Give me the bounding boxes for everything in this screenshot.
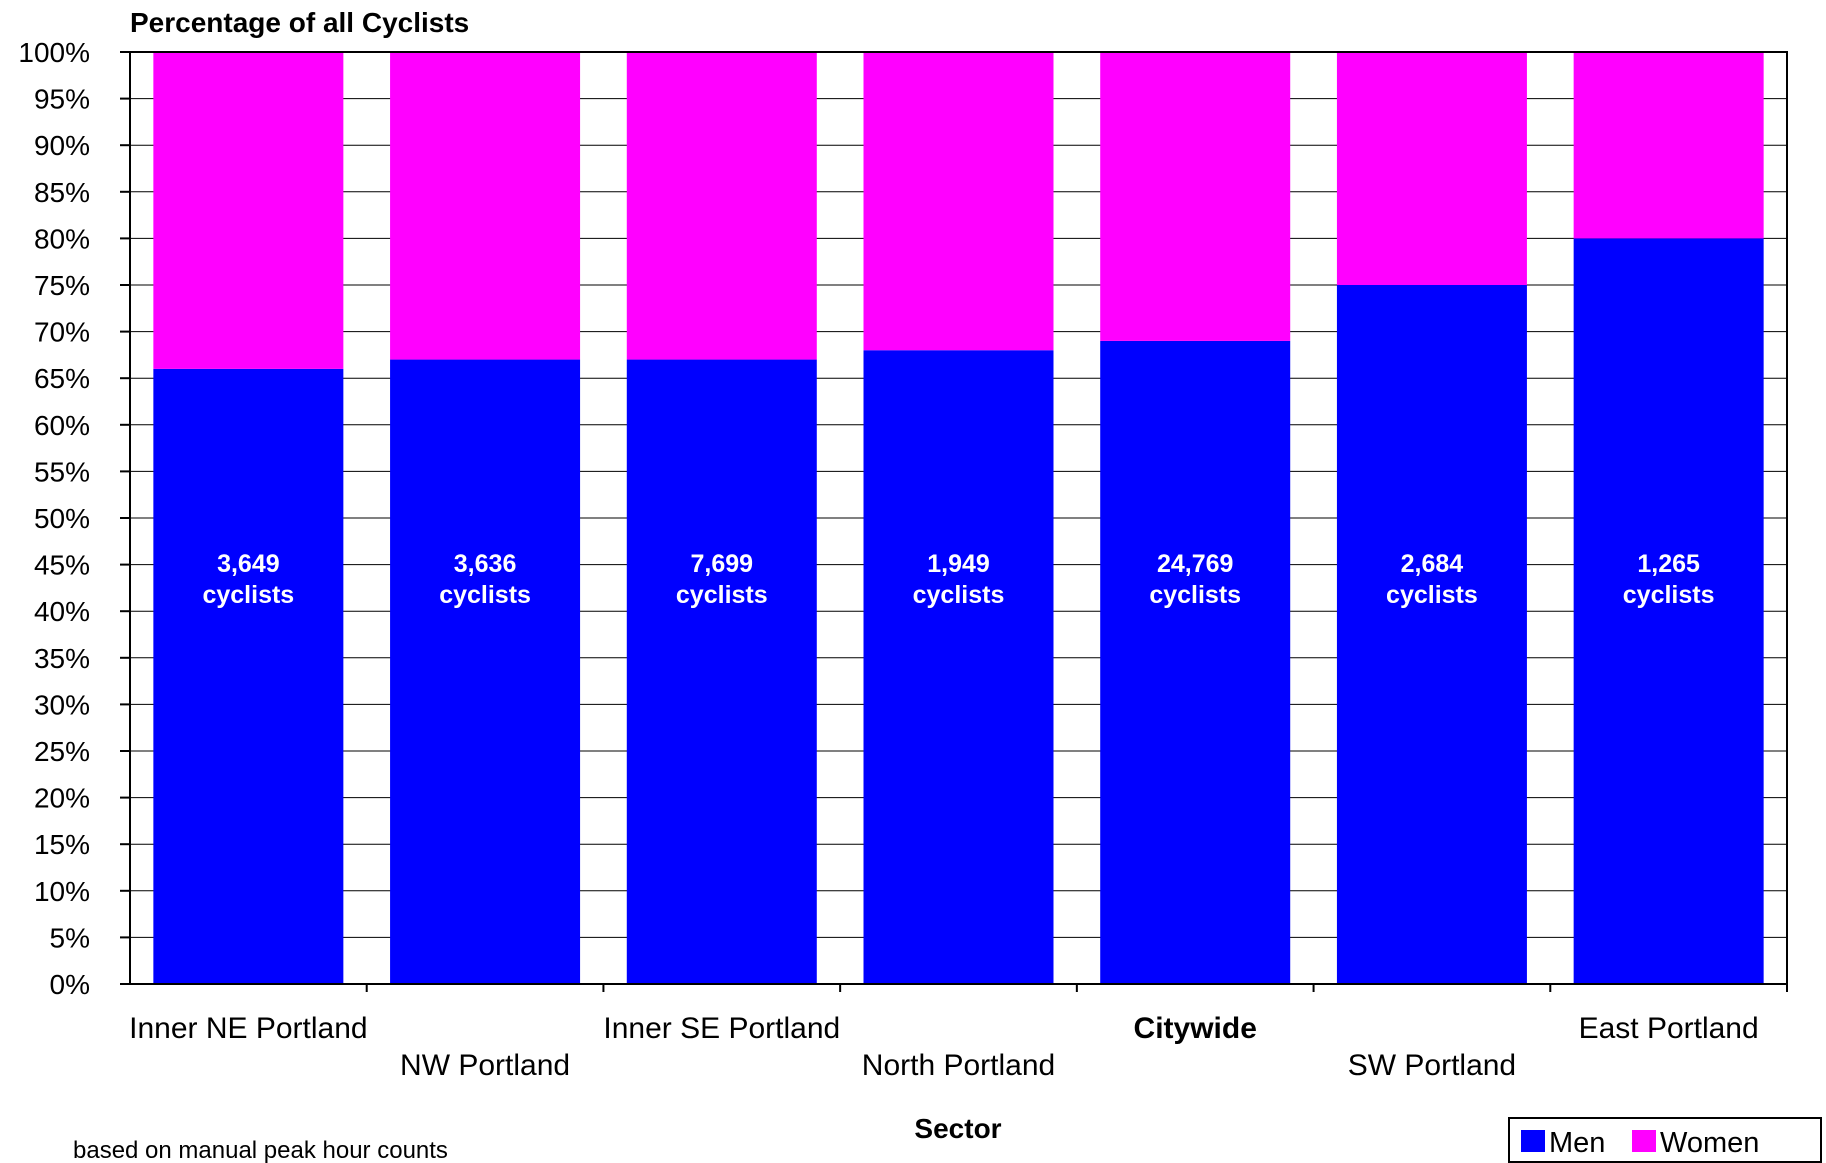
bar-total-unit: cyclists (676, 581, 768, 609)
bar-women (626, 52, 817, 360)
legend-swatch-men (1521, 1130, 1545, 1152)
bar-women (1336, 52, 1527, 285)
y-tick-label: 10% (34, 876, 90, 907)
bar-men (153, 368, 344, 984)
y-tick-label: 45% (34, 550, 90, 581)
chart-note: based on manual peak hour counts (73, 1137, 448, 1163)
x-category-label: NW Portland (400, 1049, 570, 1082)
y-tick-label: 65% (34, 363, 90, 394)
legend-swatch-women (1632, 1130, 1656, 1152)
bar-men (390, 359, 581, 984)
bar-total-unit: cyclists (439, 581, 531, 609)
bar-total-unit: cyclists (1149, 581, 1241, 609)
legend-frame (1508, 1117, 1822, 1163)
x-category-label: East Portland (1579, 1012, 1759, 1045)
y-tick-label: 100% (18, 37, 90, 68)
y-tick-label: 55% (34, 456, 90, 487)
y-tick-label: 80% (34, 223, 90, 254)
y-tick-label: 20% (34, 783, 90, 814)
y-tick-label: 25% (34, 736, 90, 767)
y-tick-label: 60% (34, 410, 90, 441)
bar-total-count: 3,649 (217, 550, 280, 578)
legend-label-women: Women (1660, 1127, 1759, 1159)
bar-women (863, 52, 1054, 351)
bar-total-count: 7,699 (691, 550, 754, 578)
bar-total-count: 2,684 (1401, 550, 1464, 578)
bar-total-count: 1,949 (927, 550, 990, 578)
bar-men (626, 359, 817, 984)
y-tick-label: 35% (34, 643, 90, 674)
y-tick-label: 15% (34, 829, 90, 860)
bar-total-count: 24,769 (1157, 550, 1233, 578)
y-tick-label: 70% (34, 317, 90, 348)
bar-total-count: 1,265 (1637, 550, 1700, 578)
bar-women (153, 52, 344, 369)
bar-total-unit: cyclists (1386, 581, 1478, 609)
x-category-label: SW Portland (1348, 1049, 1516, 1082)
x-category-label: Citywide (1134, 1012, 1257, 1045)
y-tick-label: 40% (34, 596, 90, 627)
bar-total-unit: cyclists (1623, 581, 1715, 609)
bar-men (1100, 340, 1291, 984)
chart-title: Percentage of all Cyclists (130, 7, 469, 38)
y-tick-label: 85% (34, 177, 90, 208)
x-category-label: Inner NE Portland (129, 1012, 367, 1045)
x-category-label: Inner SE Portland (603, 1012, 840, 1045)
bar-total-unit: cyclists (913, 581, 1005, 609)
bar-women (390, 52, 581, 360)
legend: Men Women (1508, 1117, 1822, 1163)
y-tick-label: 50% (34, 503, 90, 534)
bar-women (1100, 52, 1291, 341)
x-category-label: North Portland (862, 1049, 1055, 1082)
legend-label-men: Men (1549, 1127, 1605, 1159)
y-tick-label: 0% (50, 969, 90, 1000)
y-tick-label: 95% (34, 84, 90, 115)
bar-total-unit: cyclists (202, 581, 294, 609)
y-tick-label: 90% (34, 130, 90, 161)
y-tick-label: 30% (34, 689, 90, 720)
bar-men (863, 350, 1054, 984)
bar-women (1573, 52, 1764, 239)
y-tick-label: 5% (50, 922, 90, 953)
bar-men (1336, 285, 1527, 984)
x-axis-label: Sector (914, 1113, 1001, 1144)
bar-men (1573, 238, 1764, 984)
bar-total-count: 3,636 (454, 550, 517, 578)
y-tick-label: 75% (34, 270, 90, 301)
